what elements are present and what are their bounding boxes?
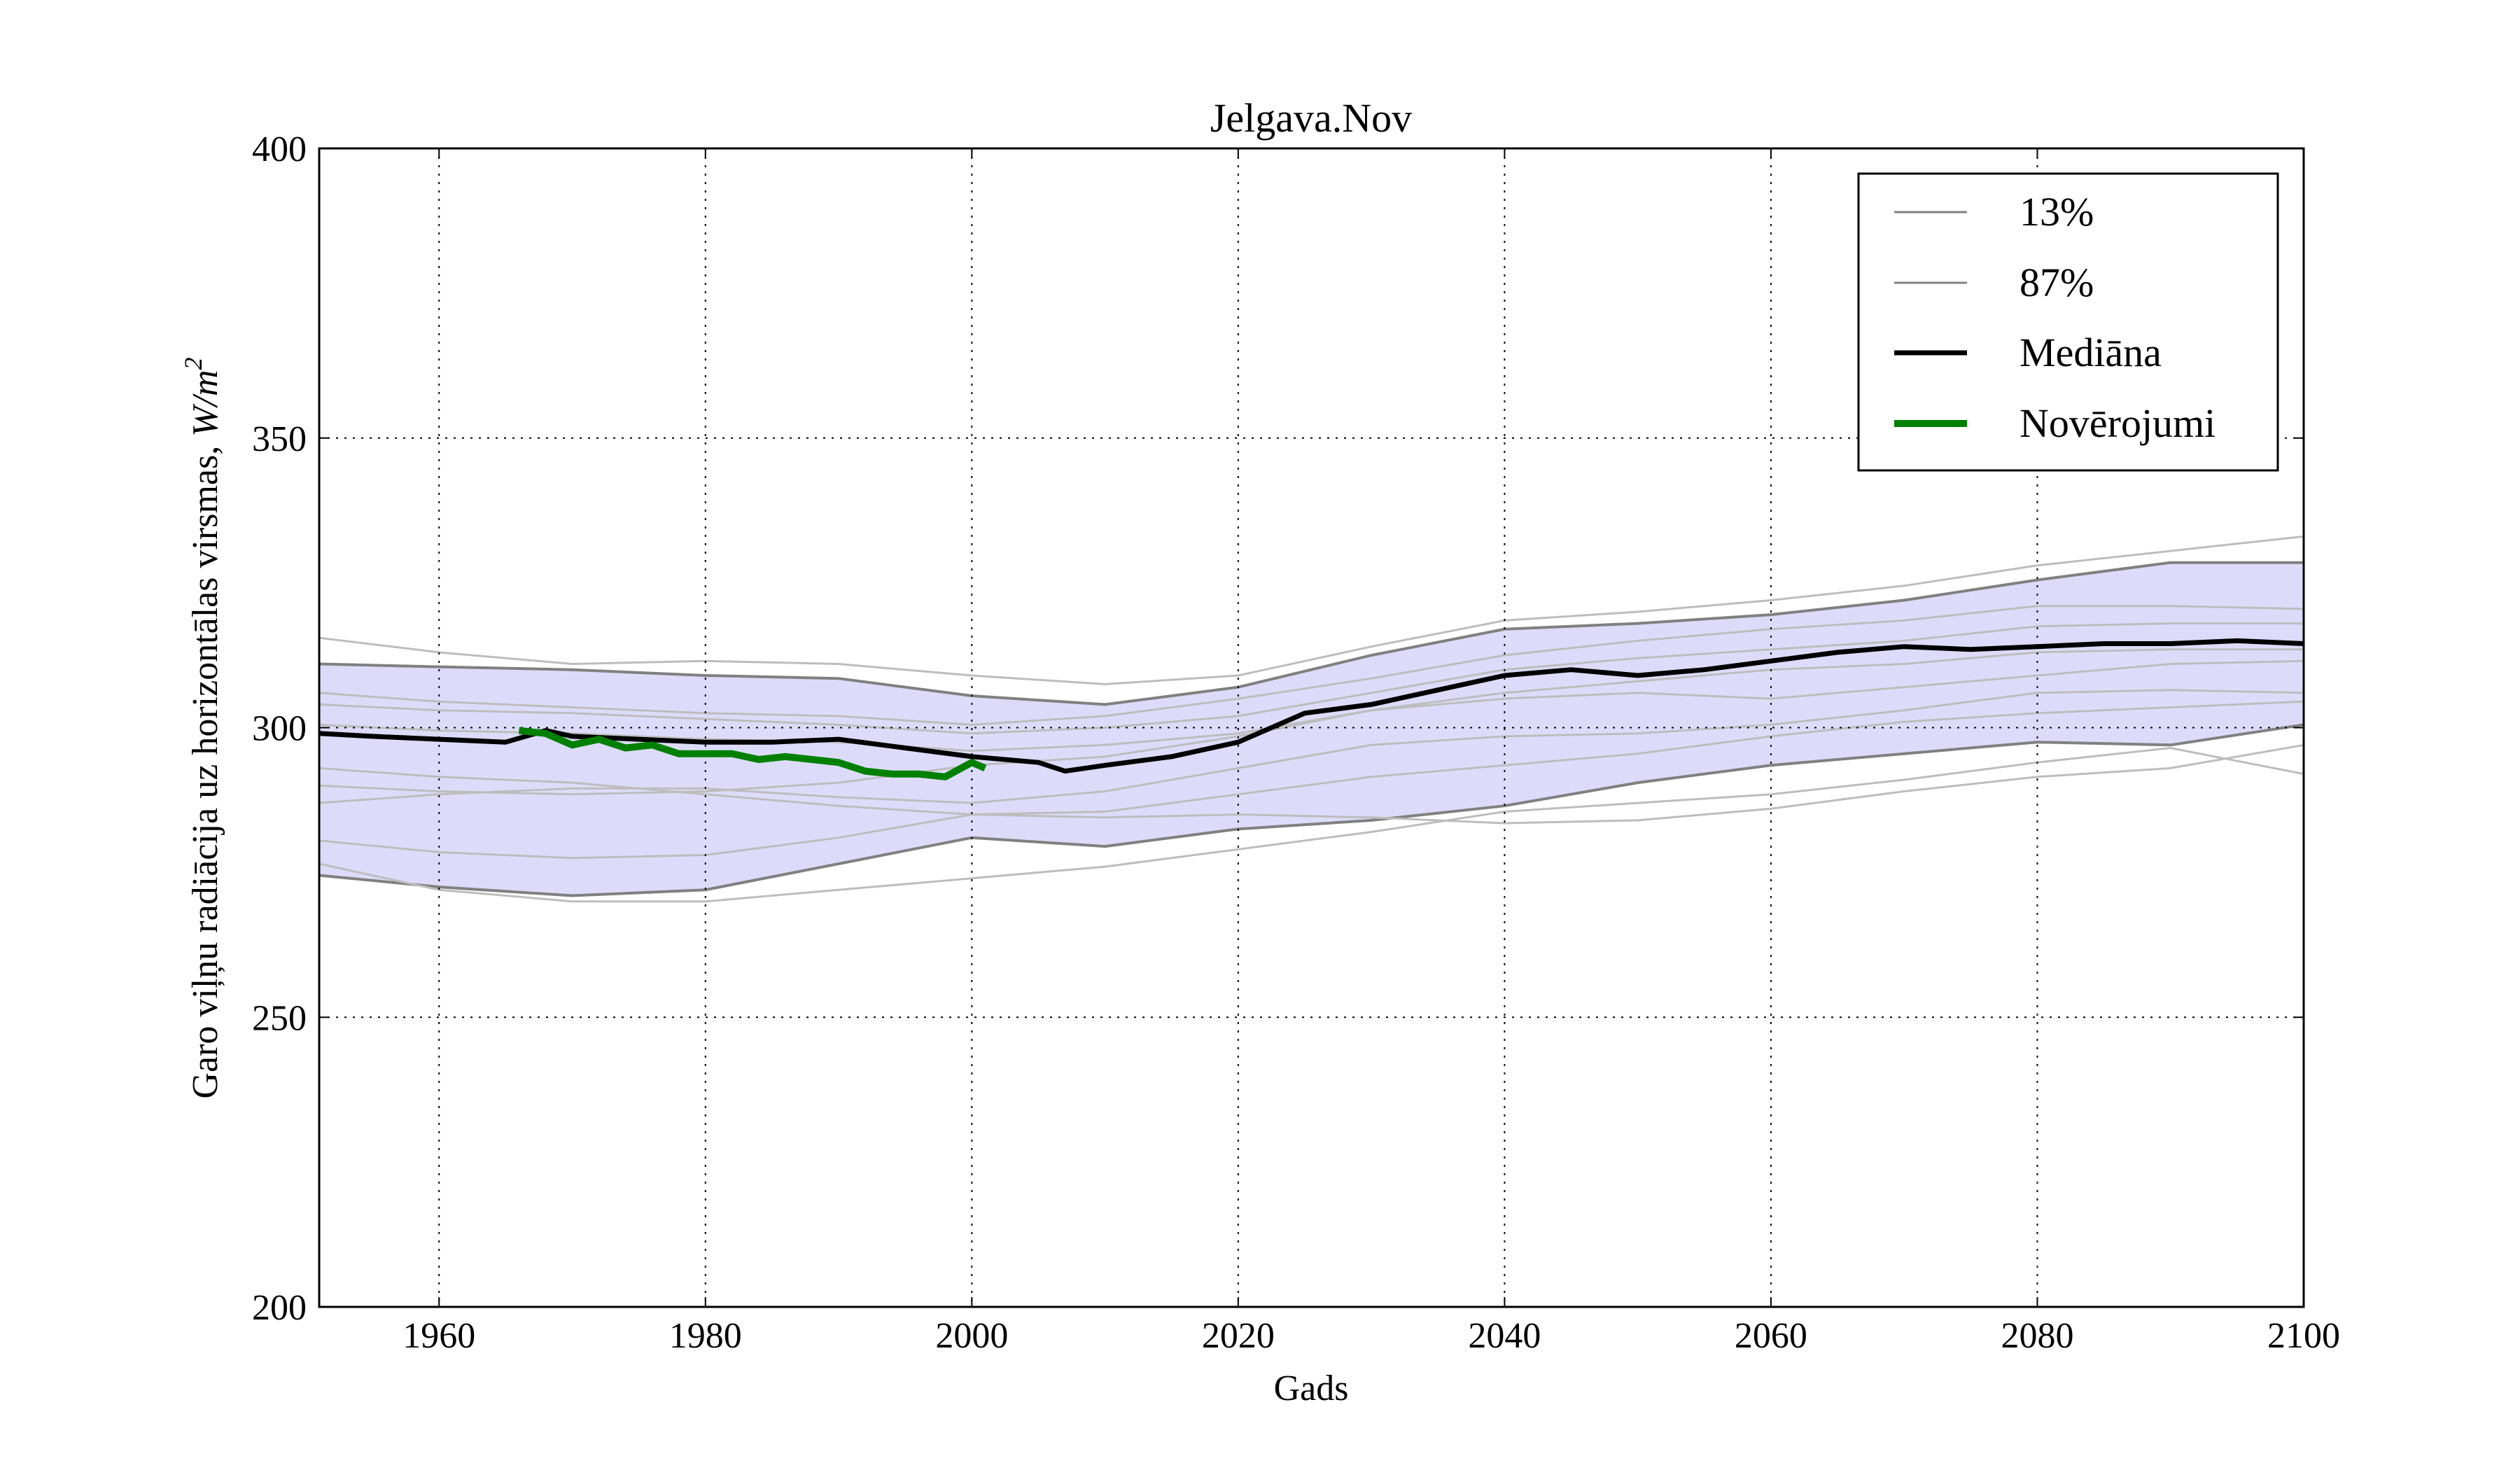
ensemble-line-1 — [319, 535, 2304, 685]
y-tick-label: 200 — [252, 1288, 307, 1328]
observations-series — [518, 727, 987, 780]
x-axis: 1960 1980 2000 2020 2040 2060 2080 2100 — [402, 148, 2340, 1356]
x-tick-label: 1960 — [402, 1316, 475, 1356]
x-tick-label: 2040 — [1468, 1316, 1541, 1356]
ensemble-lines — [319, 535, 2304, 903]
ensemble-line-2 — [319, 605, 2304, 726]
legend-label-median: Mediāna — [2019, 330, 2162, 375]
observations-line — [518, 727, 987, 780]
x-tick-label: 1980 — [669, 1316, 742, 1356]
ensemble-line-7 — [319, 700, 2304, 860]
band-fill — [319, 562, 2304, 896]
band-lower-13 — [319, 723, 2304, 897]
x-tick-label: 2060 — [1735, 1316, 1807, 1356]
ensemble-line-8 — [319, 746, 2304, 903]
band-upper-87 — [319, 561, 2304, 706]
y-tick-label: 250 — [252, 998, 307, 1038]
grid — [319, 148, 2304, 1307]
y-tick-label: 350 — [252, 419, 307, 459]
x-axis-label: Gads — [1274, 1368, 1349, 1408]
y-axis-label-unit: W/m — [186, 370, 225, 436]
y-tick-label: 400 — [252, 130, 307, 169]
chart-title: Jelgava.Nov — [1210, 95, 1412, 141]
ensemble-line-5 — [319, 659, 2304, 796]
plot-area — [319, 148, 2304, 1307]
ensemble-line-4 — [319, 648, 2304, 752]
legend-label-observations: Novērojumi — [2019, 400, 2216, 446]
y-tick-label: 300 — [252, 709, 307, 749]
x-tick-label: 2000 — [935, 1316, 1008, 1356]
x-tick-label: 2080 — [2001, 1316, 2073, 1356]
ensemble-line-9 — [319, 743, 2304, 825]
y-axis-label-text: Garo viļņu radiācija uz horizontālas vir… — [186, 437, 225, 1099]
y-axis: 200 250 300 350 400 — [252, 130, 2304, 1328]
legend: 13% 87% Mediāna Novērojumi — [1857, 172, 2279, 472]
percentile-band — [319, 561, 2304, 897]
legend-label-13: 13% — [2019, 189, 2094, 234]
y-axis-label: Garo viļņu radiācija uz horizontālas vir… — [179, 357, 225, 1098]
legend-label-87: 87% — [2019, 260, 2094, 305]
ensemble-line-3 — [319, 622, 2304, 735]
x-tick-label: 2020 — [1202, 1316, 1275, 1356]
x-tick-label: 2100 — [2267, 1316, 2340, 1356]
y-axis-label-exponent: 2 — [179, 357, 207, 370]
